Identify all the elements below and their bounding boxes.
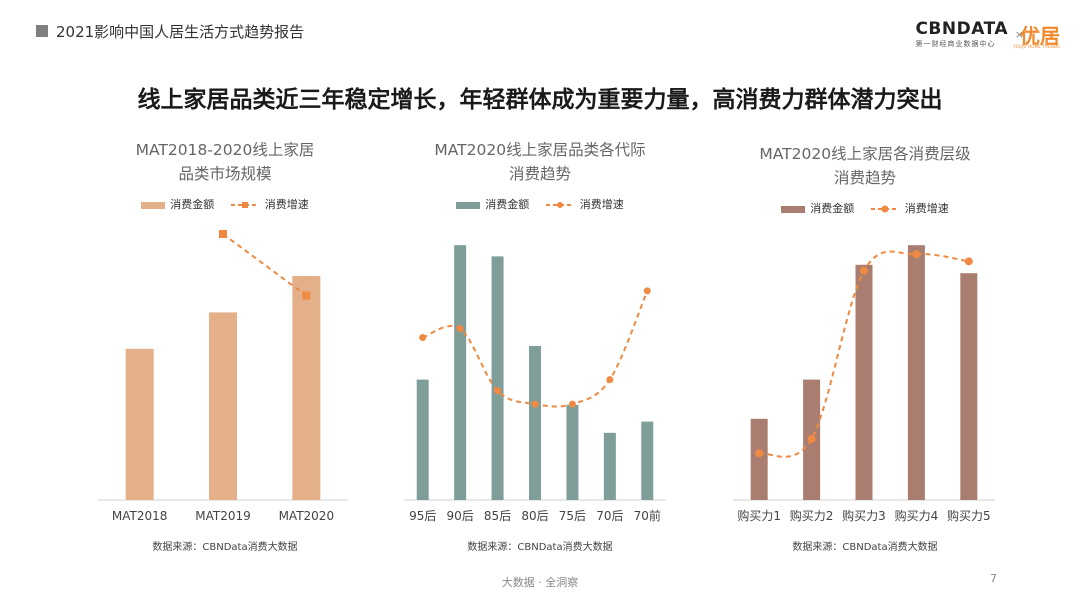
bar bbox=[603, 432, 616, 500]
legend-item-bar: 消费金额 bbox=[781, 200, 854, 216]
bar bbox=[907, 245, 925, 500]
x-tick-label: 85后 bbox=[484, 509, 511, 523]
cbndata-logo: CBNDATA 第一财经商业数据中心 bbox=[915, 20, 1008, 49]
chart-title: MAT2018-2020线上家居 品类市场规模 bbox=[80, 138, 370, 186]
line-point bbox=[302, 291, 311, 300]
bar bbox=[209, 312, 237, 500]
bar bbox=[855, 264, 873, 500]
chart-title-line-1: MAT2020线上家居品类各代际 bbox=[434, 141, 646, 159]
legend-bar-label: 消费金额 bbox=[810, 202, 855, 215]
youju-logo-subtext: YOUJU HOME TRENDS bbox=[1013, 44, 1060, 49]
line-point bbox=[606, 376, 614, 384]
bar bbox=[529, 346, 541, 500]
cbndata-logo-text: CBNDATA bbox=[915, 19, 1008, 39]
legend-bar-swatch bbox=[456, 201, 481, 209]
legend-bar-label: 消费金额 bbox=[485, 198, 530, 211]
legend-item-bar: 消费金额 bbox=[456, 196, 529, 212]
line-point bbox=[755, 449, 764, 458]
x-tick-label: 75后 bbox=[559, 509, 586, 523]
x-tick-label: 购买力4 bbox=[895, 508, 939, 523]
header-square-icon bbox=[36, 25, 48, 37]
legend-bar-label: 消费金额 bbox=[170, 198, 215, 211]
line-point bbox=[419, 334, 427, 341]
line-point bbox=[531, 400, 539, 408]
page-number: 7 bbox=[990, 572, 997, 585]
x-tick-label: MAT2018 bbox=[112, 509, 167, 523]
chart-title-line-2: 品类市场规模 bbox=[178, 165, 272, 183]
legend-line-swatch bbox=[230, 202, 259, 208]
bar bbox=[491, 256, 504, 500]
legend-line-label: 消费增速 bbox=[579, 198, 624, 211]
chart-source: 数据来源：CBNData消费大数据 bbox=[152, 542, 298, 553]
bar bbox=[292, 276, 321, 500]
x-tick-label: 90后 bbox=[447, 509, 474, 523]
line-series bbox=[758, 250, 969, 458]
x-tick-label: MAT2020 bbox=[279, 509, 335, 523]
bar bbox=[454, 245, 467, 500]
page-title: 线上家居品类近三年稳定增长，年轻群体成为重要力量，高消费力群体潜力突出 bbox=[137, 87, 943, 113]
chart-legend: 消费金额 消费增速 bbox=[400, 196, 680, 212]
chart-plot: 95后 90后 85后 80后 75后 70后 70前 bbox=[404, 245, 666, 523]
legend-line-label: 消费增速 bbox=[264, 198, 309, 211]
chart-title-line-1: MAT2020线上家居各消费层级 bbox=[759, 145, 971, 163]
chart-plot: MAT2018 MAT2019 MAT2020 bbox=[98, 230, 348, 523]
chart-legend: 消费金额 消费增速 bbox=[725, 200, 1005, 216]
x-tick-label: MAT2019 bbox=[195, 509, 251, 523]
logo-separator: × bbox=[1014, 28, 1024, 41]
bar bbox=[416, 379, 429, 500]
x-tick-label: 70前 bbox=[634, 508, 661, 523]
chart-title-line-2: 消费趋势 bbox=[508, 165, 571, 183]
bar bbox=[566, 404, 579, 500]
line-point bbox=[807, 435, 816, 444]
x-tick-label: 购买力2 bbox=[790, 508, 834, 523]
legend-line-swatch bbox=[870, 205, 899, 213]
bar bbox=[960, 273, 978, 500]
chart-source: 数据来源：CBNData消费大数据 bbox=[467, 542, 613, 553]
chart-panel-generations: MAT2020线上家居品类各代际 消费趋势 消费金额 消费增速 95后 90后 85… bbox=[400, 132, 680, 557]
legend-line-swatch bbox=[545, 202, 574, 208]
footer-tagline: 大数据 · 全洞察 bbox=[501, 576, 579, 589]
bar bbox=[641, 421, 654, 500]
x-tick-label: 购买力3 bbox=[842, 508, 886, 523]
line-point bbox=[494, 387, 502, 395]
x-tick-label: 购买力1 bbox=[737, 508, 781, 523]
report-title: 2021影响中国人居生活方式趋势报告 bbox=[56, 23, 305, 41]
legend-bar-swatch bbox=[141, 201, 166, 209]
chart-title: MAT2020线上家居各消费层级 消费趋势 bbox=[725, 142, 1005, 190]
chart-source: 数据来源：CBNData消费大数据 bbox=[792, 542, 938, 553]
legend-item-line: 消费增速 bbox=[870, 200, 949, 216]
chart-panel-purchasing-power: MAT2020线上家居各消费层级 消费趋势 消费金额 消费增速 购买力1 购买力2… bbox=[725, 132, 1005, 557]
chart-title-line-1: MAT2018-2020线上家居 bbox=[135, 141, 315, 159]
line-point bbox=[219, 230, 227, 238]
chart-legend: 消费金额 消费增速 bbox=[80, 196, 370, 212]
bar bbox=[750, 418, 768, 500]
line-point bbox=[860, 266, 868, 275]
x-tick-label: 70后 bbox=[596, 509, 623, 523]
legend-line-label: 消费增速 bbox=[904, 202, 949, 215]
line-point bbox=[643, 287, 651, 295]
legend-item-line: 消费增速 bbox=[545, 196, 624, 212]
chart-plot: 购买力1 购买力2 购买力3 购买力4 购买力5 bbox=[733, 245, 995, 523]
legend-bar-swatch bbox=[781, 205, 806, 213]
legend-item-bar: 消费金额 bbox=[141, 196, 214, 212]
youju-logo: 优居 bbox=[1020, 24, 1060, 48]
chart-title-line-2: 消费趋势 bbox=[833, 169, 896, 187]
line-point bbox=[456, 325, 464, 333]
bar bbox=[125, 348, 154, 500]
x-tick-label: 80后 bbox=[521, 509, 548, 523]
x-tick-label: 95后 bbox=[409, 509, 436, 523]
chart-panel-market-size: MAT2018-2020线上家居 品类市场规模 消费金额 消费增速 MAT201… bbox=[80, 132, 370, 557]
line-point bbox=[964, 257, 973, 266]
line-point bbox=[568, 400, 576, 408]
cbndata-logo-subtext: 第一财经商业数据中心 bbox=[915, 40, 996, 48]
chart-title: MAT2020线上家居品类各代际 消费趋势 bbox=[400, 138, 680, 186]
x-tick-label: 购买力5 bbox=[947, 508, 991, 523]
line-point bbox=[912, 250, 921, 259]
legend-item-line: 消费增速 bbox=[230, 196, 309, 212]
